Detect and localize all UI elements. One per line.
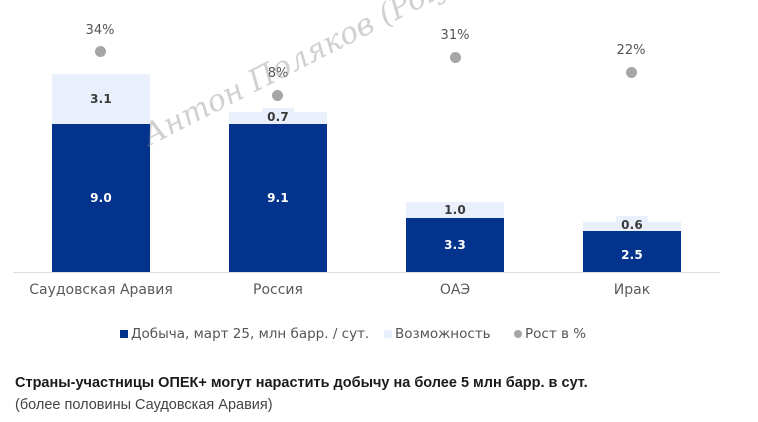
caption-subtitle: (более половины Саудовская Аравия) bbox=[15, 397, 273, 413]
bar-capacity-uae: 1.0 bbox=[406, 202, 504, 218]
growth-dot-saudi-arabia bbox=[95, 46, 106, 57]
x-tick-label-uae: ОАЭ bbox=[439, 282, 471, 298]
legend-dot-growth bbox=[514, 330, 522, 338]
growth-label-saudi-arabia: 34% bbox=[85, 23, 115, 38]
value-label: 2.5 bbox=[621, 247, 643, 262]
value-label: 3.3 bbox=[444, 238, 466, 252]
bar-group-russia: 0.7 9.1 bbox=[229, 0, 327, 272]
chart-legend: Добыча, март 25, млн барр. / сут. Возмож… bbox=[0, 326, 758, 346]
growth-label-russia: 8% bbox=[267, 66, 289, 81]
value-label: 9.0 bbox=[90, 191, 112, 205]
bar-production-uae: 3.3 bbox=[406, 218, 504, 272]
legend-item-production: Добыча, март 25, млн барр. / сут. bbox=[120, 326, 369, 342]
x-axis-line bbox=[13, 272, 720, 273]
bar-capacity-saudi-arabia: 3.1 bbox=[52, 74, 150, 124]
legend-item-growth: Рост в % bbox=[514, 326, 586, 342]
legend-item-capacity: Возможность bbox=[384, 326, 491, 342]
growth-label-iraq: 22% bbox=[616, 43, 646, 58]
growth-dot-iraq bbox=[626, 67, 637, 78]
value-label: 0.6 bbox=[616, 216, 648, 234]
legend-label: Возможность bbox=[395, 326, 491, 342]
legend-swatch-capacity bbox=[384, 330, 392, 338]
bar-capacity-russia: 0.7 bbox=[229, 108, 327, 126]
bar-production-saudi-arabia: 9.0 bbox=[52, 124, 150, 272]
bar-capacity-iraq: 0.6 bbox=[583, 216, 681, 234]
chart-area: 3.1 9.0 34% 0.7 9.1 8% 1.0 3.3 31% 0.6 2… bbox=[13, 0, 720, 298]
value-label: 0.7 bbox=[262, 108, 294, 126]
caption-title: Страны-участницы ОПЕК+ могут нарастить д… bbox=[15, 375, 588, 391]
legend-swatch-production bbox=[120, 330, 128, 338]
legend-label: Добыча, март 25, млн барр. / сут. bbox=[131, 326, 370, 342]
growth-label-uae: 31% bbox=[440, 28, 470, 43]
bar-production-iraq: 2.5 bbox=[583, 231, 681, 272]
bar-group-iraq: 0.6 2.5 bbox=[583, 0, 681, 272]
growth-dot-russia bbox=[272, 90, 283, 101]
legend-label: Рост в % bbox=[525, 326, 587, 342]
bar-group-saudi-arabia: 3.1 9.0 bbox=[52, 0, 150, 272]
value-label: 1.0 bbox=[444, 203, 466, 217]
x-tick-label-russia: Россия bbox=[253, 282, 303, 298]
bar-group-uae: 1.0 3.3 bbox=[406, 0, 504, 272]
value-label: 9.1 bbox=[267, 191, 289, 205]
growth-dot-uae bbox=[450, 52, 461, 63]
value-label: 3.1 bbox=[90, 92, 112, 106]
x-tick-label-saudi-arabia: Саудовская Аравия bbox=[29, 282, 173, 298]
bar-production-russia: 9.1 bbox=[229, 124, 327, 272]
x-tick-label-iraq: Ирак bbox=[613, 282, 651, 298]
